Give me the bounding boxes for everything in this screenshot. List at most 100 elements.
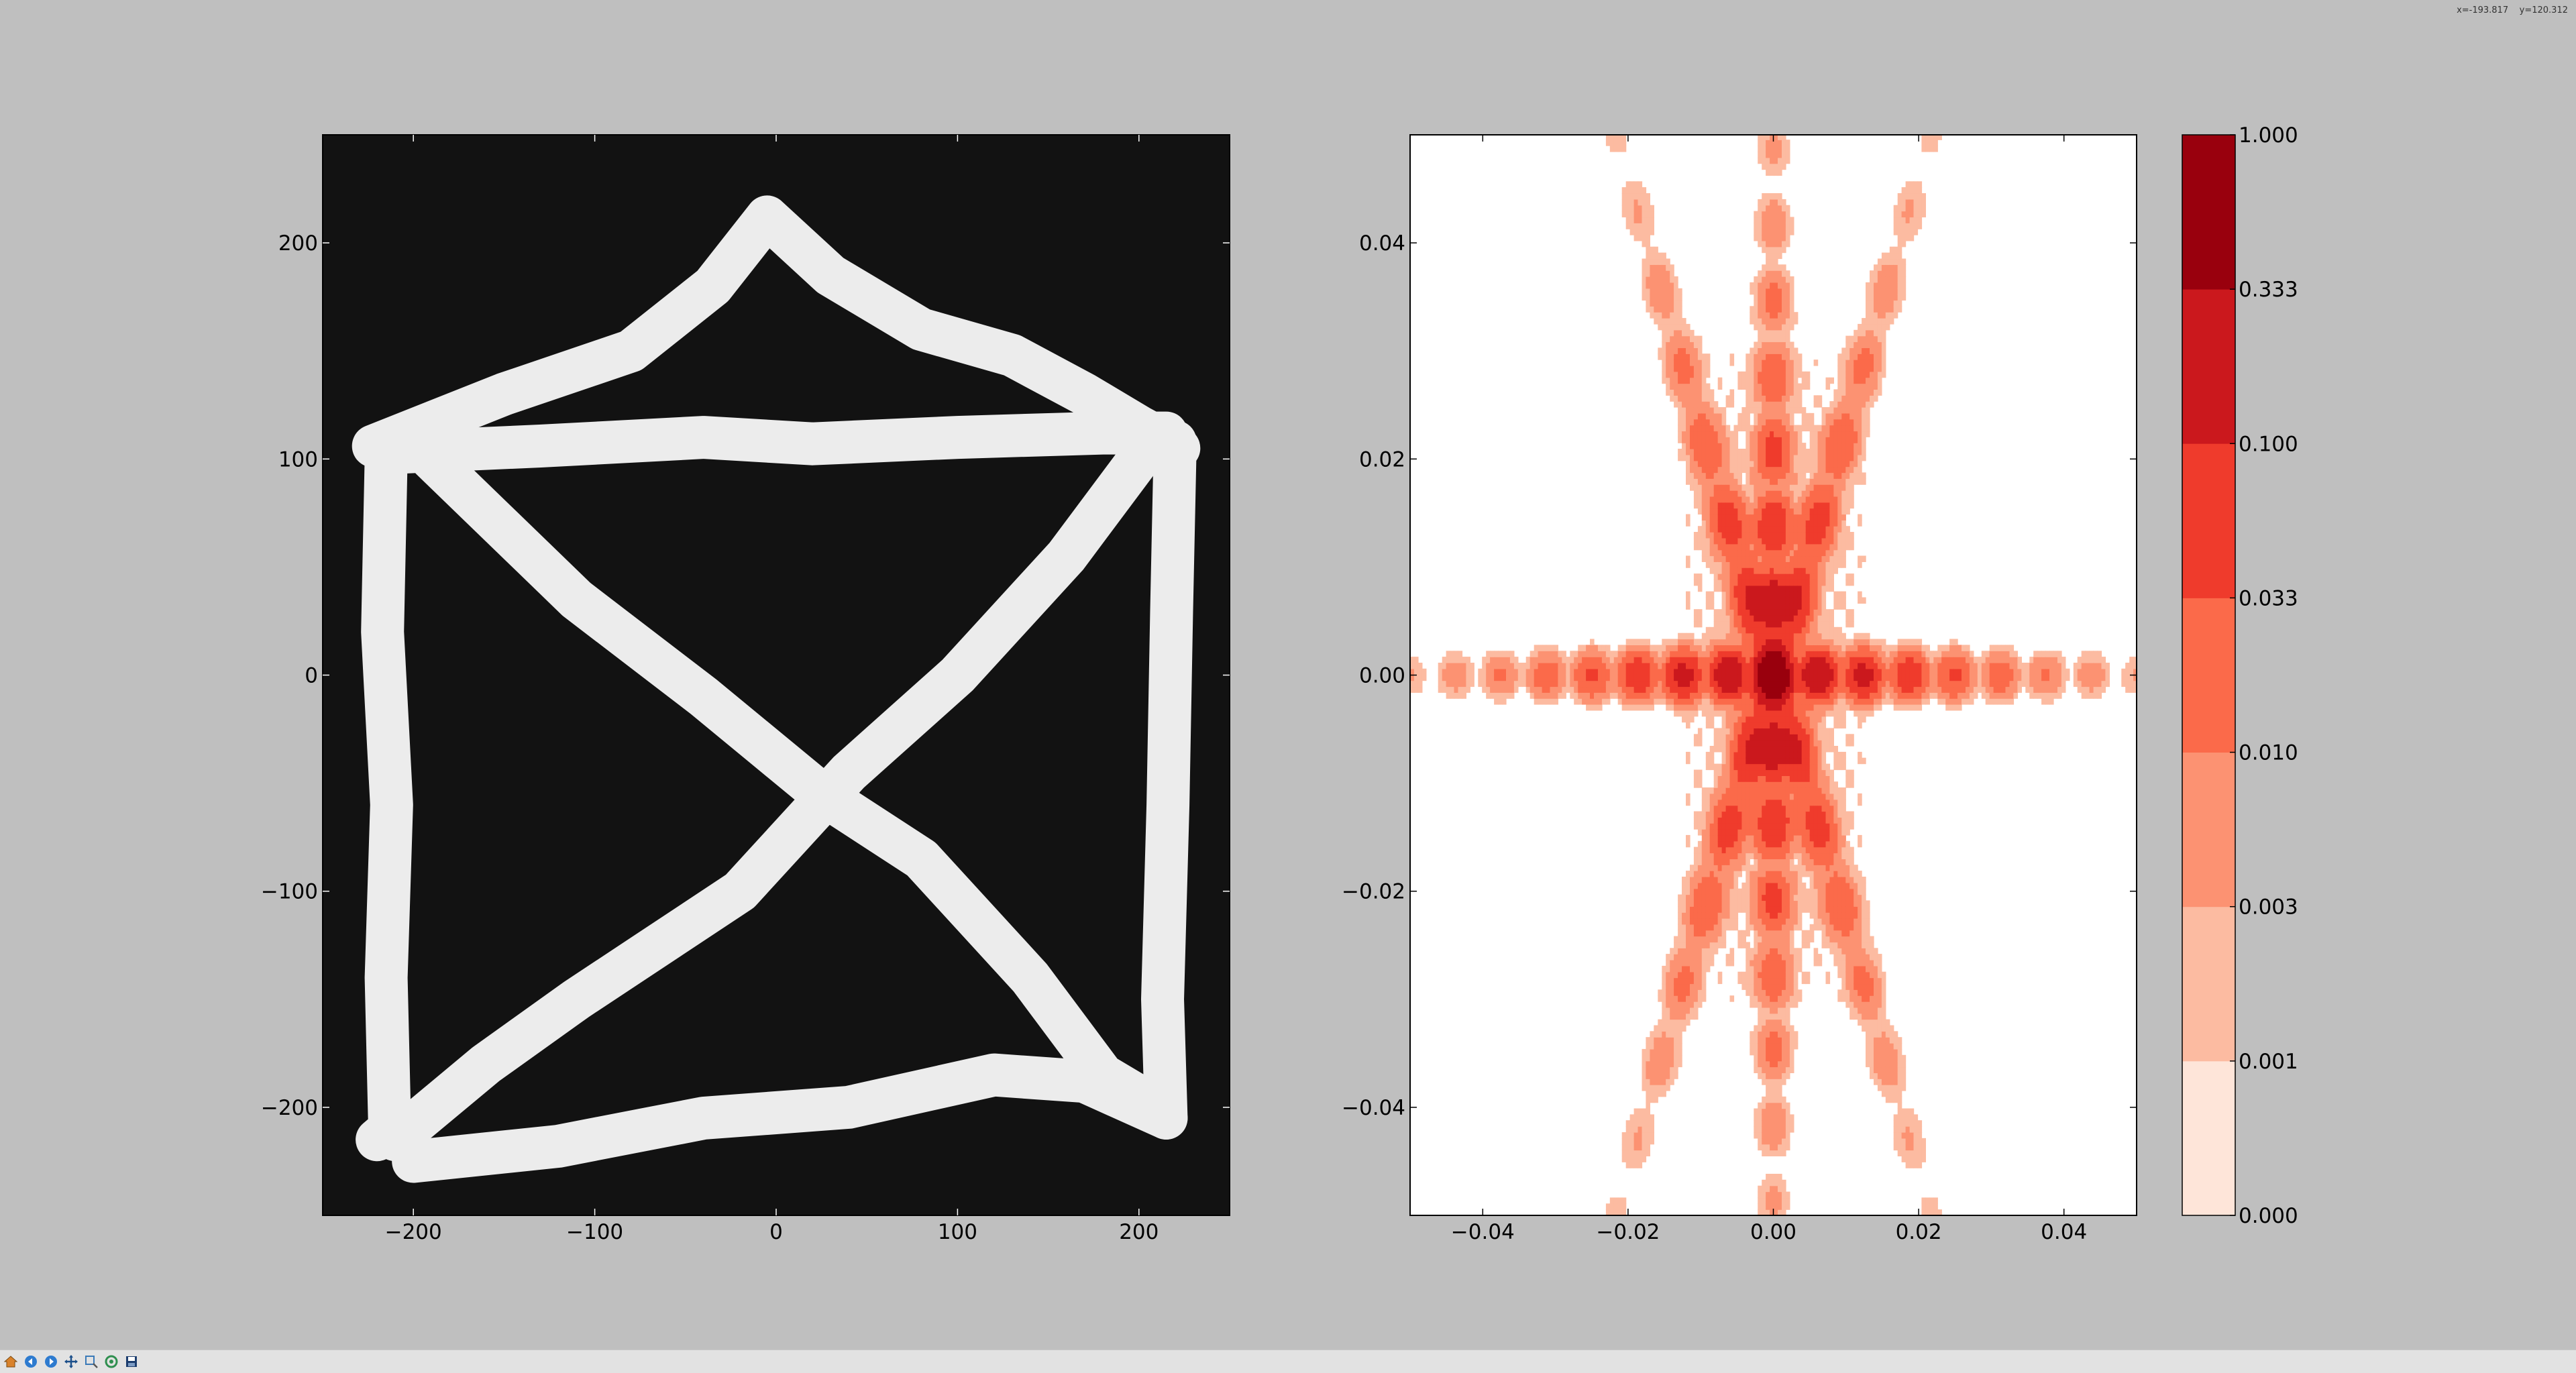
contour-cell <box>1762 597 1766 604</box>
contour-cell <box>1809 573 1815 580</box>
contour-cell <box>1646 651 1650 657</box>
contour-cell <box>1801 799 1807 806</box>
contour-cell <box>1678 1043 1682 1050</box>
contour-cell <box>1646 1073 1650 1079</box>
contour-cell <box>1762 674 1766 681</box>
contour-cell <box>1486 674 1491 681</box>
contour-cell <box>1797 651 1803 657</box>
contour-cell <box>1690 954 1695 960</box>
contour-cell <box>1650 229 1654 235</box>
contour-cell <box>1621 1156 1627 1162</box>
contour-cell <box>1733 769 1739 776</box>
contour-cell <box>1705 626 1711 634</box>
contour-cell <box>1717 520 1723 527</box>
contour-cell <box>1713 674 1719 681</box>
contour-cell <box>1558 692 1562 699</box>
contour-cell <box>1754 995 1758 1002</box>
contour-cell <box>1793 871 1799 877</box>
contour-cell <box>1713 645 1719 651</box>
contour-cell <box>1813 401 1819 408</box>
contour-cell <box>1658 288 1662 295</box>
contour-cell <box>1725 906 1731 913</box>
contour-cell <box>1502 663 1507 669</box>
contour-cell <box>1801 704 1807 711</box>
contour-cell <box>1782 877 1786 883</box>
contour-cell <box>1774 740 1778 747</box>
contour-cell <box>1789 1031 1794 1038</box>
contour-cell <box>1666 704 1670 711</box>
contour-cell <box>1705 751 1711 759</box>
contour-cell <box>1682 425 1686 432</box>
contour-cell <box>1770 520 1774 527</box>
contour-cell <box>1797 520 1803 527</box>
contour-cell <box>1534 651 1539 657</box>
contour-cell <box>1809 460 1815 468</box>
contour-cell <box>1817 834 1823 842</box>
contour-cell <box>1750 443 1754 449</box>
contour-cell <box>1662 1054 1666 1062</box>
contour-cell <box>1766 579 1770 586</box>
contour-cell <box>1789 437 1794 443</box>
contour-cell <box>1801 407 1807 414</box>
contour-cell <box>1746 603 1750 610</box>
contour-cell <box>1782 960 1786 967</box>
contour-cell <box>1506 651 1511 657</box>
contour-cell <box>1766 329 1770 337</box>
contour-cell <box>1625 187 1631 194</box>
contour-cell <box>1693 698 1699 705</box>
contour-cell <box>1766 865 1770 871</box>
contour-cell <box>1701 834 1707 842</box>
contour-cell <box>1709 710 1715 717</box>
contour-cell <box>1737 704 1742 711</box>
contour-cell <box>1778 1031 1782 1038</box>
contour-cell <box>1758 419 1762 426</box>
contour-cell <box>1737 674 1742 681</box>
contour-cell <box>1701 645 1707 651</box>
contour-cell <box>1709 413 1715 420</box>
contour-cell <box>1746 472 1750 479</box>
contour-cell <box>1758 490 1762 497</box>
fft-contour-axes[interactable]: −0.04 −0.02 0.00 0.02 0.040.040.020.00−0.02−… <box>1342 133 2138 1244</box>
contour-cell <box>1705 840 1711 848</box>
contour-cell <box>1701 995 1707 1002</box>
contour-cell <box>1717 853 1723 859</box>
contour-cell <box>1729 894 1735 901</box>
contour-cell <box>1793 626 1799 634</box>
contour-cell <box>1686 918 1690 925</box>
contour-cell <box>1778 276 1782 283</box>
contour-cell <box>1717 859 1723 865</box>
contour-cell <box>1774 680 1778 688</box>
contour-cell <box>1782 312 1786 319</box>
contour-cell <box>1813 639 1819 645</box>
contour-cell <box>1754 365 1758 372</box>
contour-cell <box>1778 140 1782 146</box>
contour-cell <box>1638 1150 1643 1156</box>
contour-cell <box>1746 549 1750 557</box>
contour-cell <box>1801 775 1807 782</box>
contour-cell <box>1713 668 1719 675</box>
contour-cell <box>1778 740 1782 747</box>
contour-cell <box>1766 1150 1770 1156</box>
contour-cell <box>1805 657 1811 663</box>
contour-cell <box>1678 395 1682 402</box>
contour-cell <box>1758 579 1762 586</box>
contour-cell <box>1737 930 1742 937</box>
contour-cell <box>1554 668 1558 675</box>
contour-cell <box>1658 1079 1662 1085</box>
contour-cell <box>1774 1025 1778 1032</box>
contour-cell <box>1725 437 1731 443</box>
contour-cell <box>1762 140 1766 146</box>
contour-cell <box>1690 716 1695 723</box>
contour-cell <box>1770 805 1774 812</box>
contour-cell <box>1741 532 1746 539</box>
y-tick-label: −100 <box>261 880 318 904</box>
contour-cell <box>1678 995 1682 1002</box>
contour-cell <box>1758 270 1762 277</box>
contour-cell <box>1770 140 1774 146</box>
contour-cell <box>1737 769 1742 776</box>
contour-cell <box>1778 341 1782 348</box>
contour-cell <box>1582 645 1587 651</box>
contour-cell <box>1789 591 1794 598</box>
contour-cell <box>1770 633 1774 640</box>
